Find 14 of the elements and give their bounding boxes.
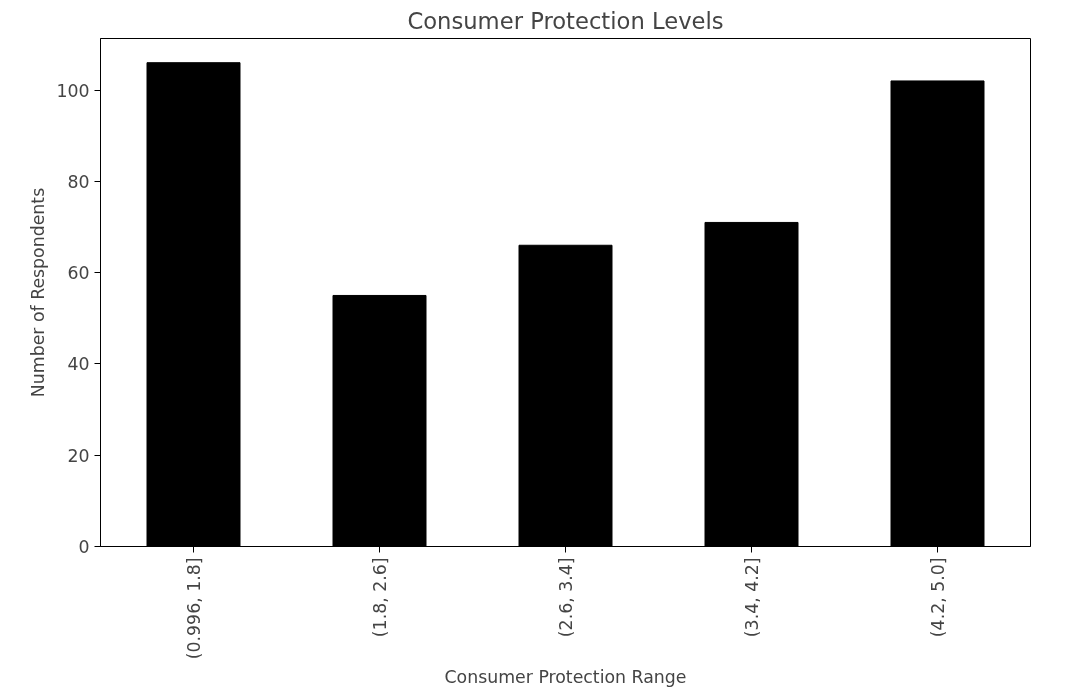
y-tick-label: 60 [67,263,90,284]
x-tick-label: (0.996, 1.8] [183,557,204,660]
y-tick-label: 80 [67,171,90,192]
y-axis-title: Number of Respondents [28,187,49,398]
y-tick-label: 20 [67,445,90,466]
y-tick-label: 100 [56,80,90,101]
y-tick-label: 0 [78,537,90,557]
x-axis-title: Consumer Protection Range [444,667,687,688]
x-tick-label: (4.2, 5.0] [927,557,948,638]
chart-title: Consumer Protection Levels [407,7,724,34]
x-tick-label: (1.8, 2.6] [369,557,390,638]
x-tick-label: (2.6, 3.4] [555,557,576,638]
y-tick-label: 40 [67,354,90,375]
x-tick-label: (3.4, 4.2] [741,557,762,638]
